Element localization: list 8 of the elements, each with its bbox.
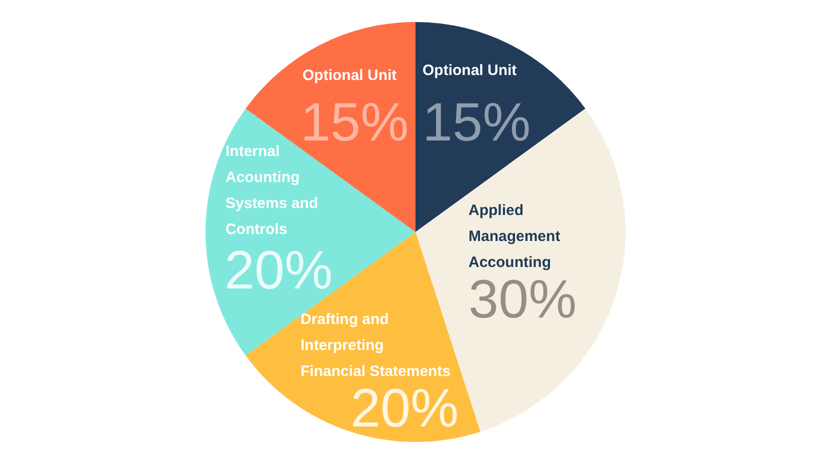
data-label: 20% bbox=[224, 240, 333, 300]
data-label: 20% bbox=[350, 378, 459, 438]
data-label: 15% bbox=[422, 92, 531, 152]
slice-label: Optional Unit bbox=[302, 67, 397, 84]
data-label: 30% bbox=[468, 270, 577, 330]
slice-label: Applied Management Accounting bbox=[468, 202, 560, 271]
slice-label: Optional Unit bbox=[422, 62, 517, 79]
slice-label: Drafting and Interpreting Financial Statements bbox=[300, 311, 451, 380]
